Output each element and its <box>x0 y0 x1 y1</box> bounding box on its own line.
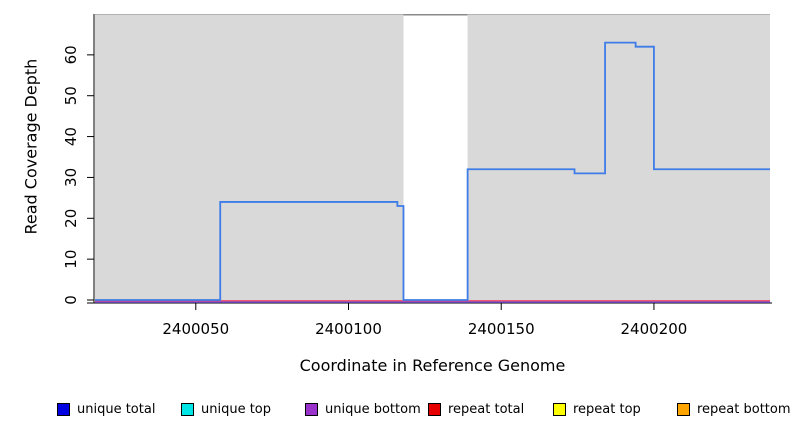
legend-item-unique-top: unique top <box>181 402 271 417</box>
y-axis-title: Read Coverage Depth <box>21 58 41 235</box>
coverage-gap-region <box>403 14 468 300</box>
legend-swatch-3 <box>428 403 441 416</box>
x-tick-label: 2400150 <box>468 320 535 338</box>
legend-swatch-1 <box>181 403 194 416</box>
x-tick-label: 2400050 <box>162 320 229 338</box>
y-tick-label: 20 <box>62 209 80 228</box>
legend-label: unique total <box>77 402 156 417</box>
legend-label: unique bottom <box>325 402 421 417</box>
legend-swatch-0 <box>57 403 70 416</box>
y-tick-label: 0 <box>62 295 80 305</box>
legend-swatch-2 <box>305 403 318 416</box>
legend-item-repeat-total: repeat total <box>428 402 524 417</box>
unique-total-line <box>95 41 770 301</box>
x-tick-label: 2400200 <box>621 320 688 338</box>
legend-item-repeat-bottom: repeat bottom <box>677 402 791 417</box>
legend-item-unique-total: unique total <box>57 402 155 417</box>
y-tick-label: 30 <box>62 168 80 187</box>
x-tick-label: 2400100 <box>315 320 382 338</box>
legend-item-repeat-top: repeat top <box>553 402 641 417</box>
legend-label: unique top <box>201 402 272 417</box>
legend-item-unique-bottom: unique bottom <box>305 402 421 417</box>
legend-swatch-4 <box>553 403 566 416</box>
y-tick-label: 10 <box>62 250 80 269</box>
legend-swatch-5 <box>677 403 690 416</box>
y-tick-label: 50 <box>62 86 80 105</box>
legend-label: repeat total <box>448 402 525 417</box>
legend-label: repeat bottom <box>697 402 791 417</box>
y-tick-label: 40 <box>62 127 80 146</box>
y-tick-label: 60 <box>62 45 80 64</box>
x-axis-title: Coordinate in Reference Genome <box>299 356 566 375</box>
legend-label: repeat top <box>573 402 641 417</box>
